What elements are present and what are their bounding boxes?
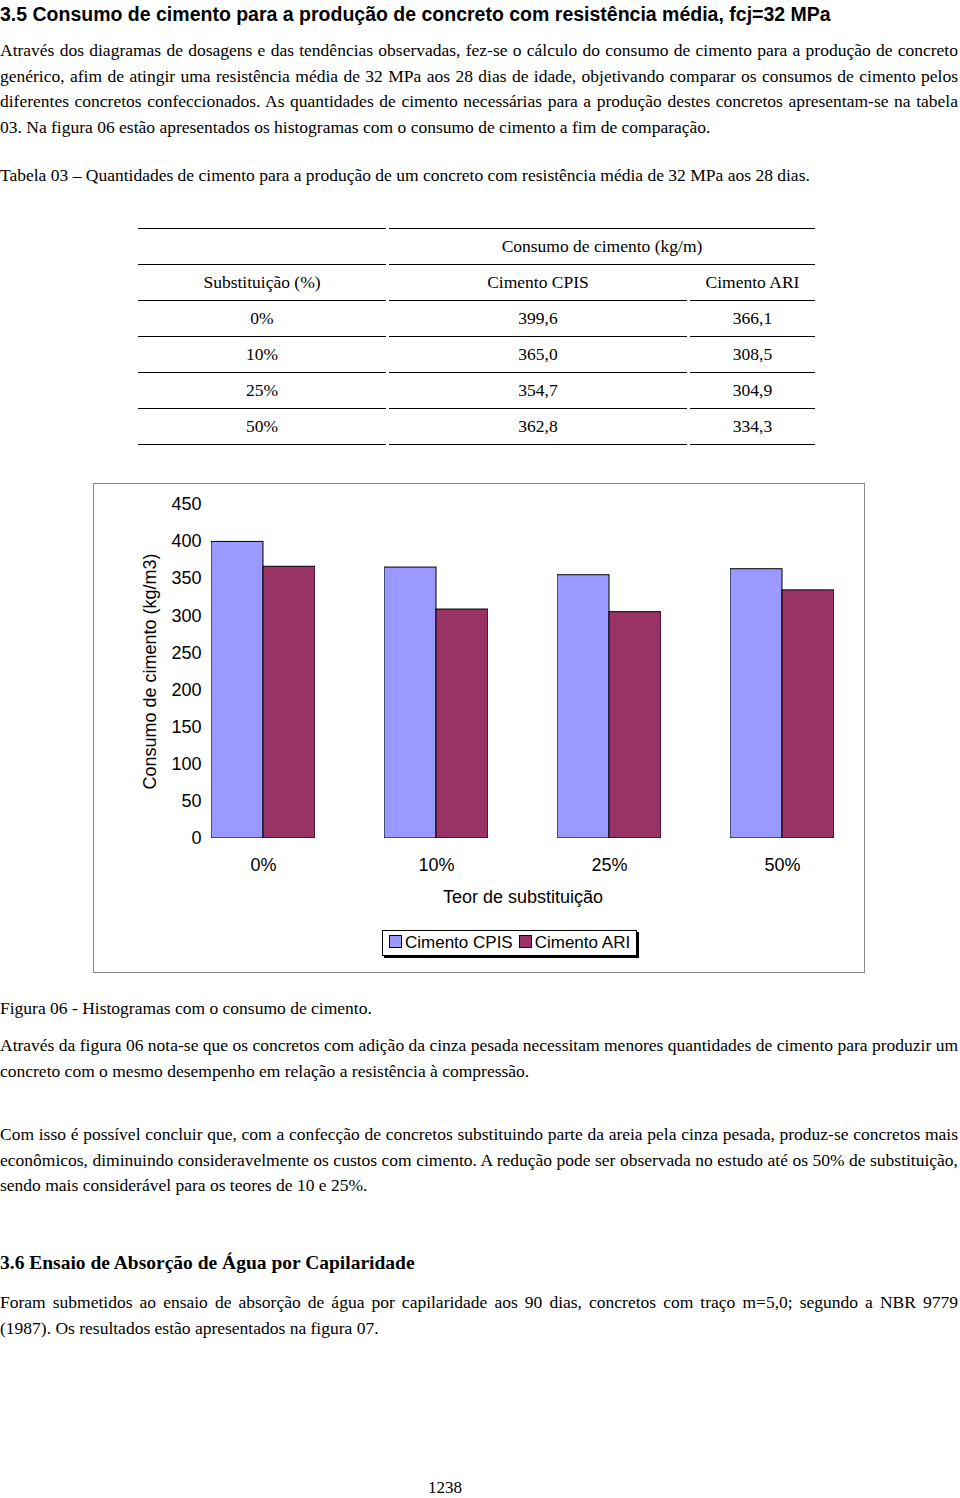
svg-text:10%: 10% <box>418 855 454 875</box>
html-text:365,0: 365,0 <box>518 344 558 364</box>
html-text:Cimento CPIS: Cimento CPIS <box>487 272 589 292</box>
html-text:Substituição (%): Substituição (%) <box>203 272 321 292</box>
html-text:Cimento CPIS: Cimento CPIS <box>405 933 513 952</box>
svg-text:150: 150 <box>171 717 201 737</box>
html-text:50%: 50% <box>246 416 278 436</box>
html-text:Tabela 03 – Quantidades de cim: Tabela 03 – Quantidades de cimento para … <box>0 165 810 185</box>
html-text:366,1: 366,1 <box>732 308 773 328</box>
html-text:362,8: 362,8 <box>518 416 558 436</box>
svg-text:350: 350 <box>171 568 201 588</box>
html-text:3.5 Consumo de cimento para a: 3.5 Consumo de cimento para a produção d… <box>0 3 831 25</box>
svg-text:200: 200 <box>171 680 201 700</box>
svg-text:300: 300 <box>171 606 201 626</box>
svg-text:50: 50 <box>181 791 201 811</box>
svg-text:400: 400 <box>171 531 201 551</box>
svg-text:0: 0 <box>191 828 201 848</box>
html-text:Consumo de cimento (kg/m): Consumo de cimento (kg/m) <box>501 236 703 256</box>
html-text:3.6 Ensaio de Absorção de Água: 3.6 Ensaio de Absorção de Água por Capil… <box>0 1252 415 1273</box>
svg-text:450: 450 <box>171 494 201 514</box>
html-text:Figura 06 - Histogramas com o: Figura 06 - Histogramas com o consumo de… <box>0 998 372 1018</box>
svg-text:100: 100 <box>171 754 201 774</box>
html-text:334,3: 334,3 <box>732 416 773 436</box>
html-text:Cimento ARI: Cimento ARI <box>534 933 631 952</box>
html-text:10%: 10% <box>246 344 278 364</box>
svg-text:50%: 50% <box>764 855 800 875</box>
html-text:25%: 25% <box>246 380 278 400</box>
html-text:354,7: 354,7 <box>518 380 558 400</box>
svg-text:250: 250 <box>171 643 201 663</box>
html-text:Através dos diagramas de dosag: Através dos diagramas de dosagens e das … <box>0 40 958 137</box>
html-text:308,5: 308,5 <box>732 344 773 364</box>
html-text:Foram submetidos ao ensaio de: Foram submetidos ao ensaio de absorção d… <box>0 1292 958 1338</box>
svg-text:Teor de substituição: Teor de substituição <box>443 887 603 907</box>
html-text:304,9: 304,9 <box>732 380 773 400</box>
html-text:Cimento ARI: Cimento ARI <box>705 272 800 292</box>
svg-text:Consumo de cimento (kg/m3): Consumo de cimento (kg/m3) <box>140 553 160 789</box>
html-text:1238: 1238 <box>428 1478 462 1497</box>
html-text:399,6: 399,6 <box>518 308 558 328</box>
html-text:Através da figura 06 nota-se q: Através da figura 06 nota-se que os conc… <box>0 1035 958 1081</box>
html-text:0%: 0% <box>250 308 274 328</box>
svg-text:25%: 25% <box>591 855 627 875</box>
html-text:Com isso é possível concluir q: Com isso é possível concluir que, com a … <box>0 1124 958 1196</box>
svg-text:0%: 0% <box>250 855 276 875</box>
